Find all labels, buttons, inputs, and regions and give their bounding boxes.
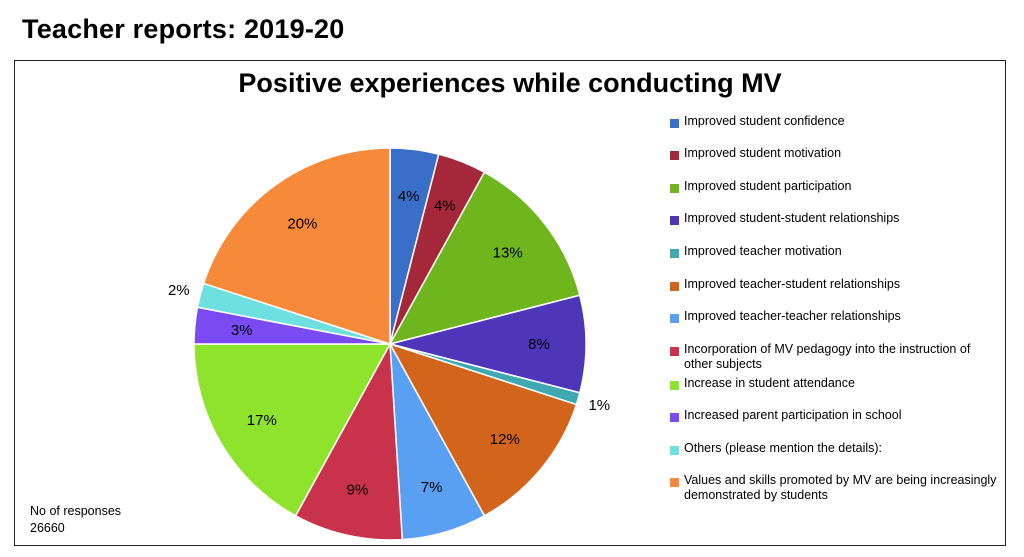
legend-swatch [670, 413, 679, 422]
legend-item-11: Others (please mention the details): [670, 441, 1002, 456]
legend-swatch [670, 314, 679, 323]
chart-title: Positive experiences while conducting MV [238, 68, 782, 98]
legend-swatch [670, 184, 679, 193]
responses-label: No of responses [30, 504, 122, 518]
legend-label: Values and skills promoted by MV are bei… [684, 473, 997, 502]
legend-item-2: Improved student motivation [670, 146, 1002, 161]
legend-item-6: Improved teacher-student relationships [670, 277, 1002, 292]
pie-data-label-2: 4% [434, 198, 456, 215]
legend-label: Improved teacher-teacher relationships [684, 309, 901, 323]
legend-item-5: Improved teacher motivation [670, 244, 1002, 259]
legend-item-4: Improved student-student relationships [670, 211, 1002, 226]
pie-data-label-8: 9% [347, 481, 369, 498]
responses-count: 26660 [30, 521, 65, 535]
pie-data-label-4: 8% [528, 336, 550, 353]
pie-slice-4 [389, 294, 587, 394]
pie-data-label-10: 3% [231, 322, 253, 339]
legend-swatch [670, 216, 679, 225]
legend-swatch [670, 478, 679, 487]
pie-data-label-12: 20% [287, 216, 317, 233]
legend-label: Improved student participation [684, 179, 852, 193]
pie-data-label-6: 12% [490, 431, 520, 448]
legend-swatch [670, 282, 679, 291]
legend-swatch [670, 446, 679, 455]
pie-data-label-3: 13% [493, 245, 523, 262]
legend-label: Improved student motivation [684, 146, 842, 160]
legend-swatch [670, 381, 679, 390]
page-title: Teacher reports: 2019-20 [22, 14, 345, 44]
legend-swatch [670, 347, 679, 356]
legend-label: Others (please mention the details): [684, 441, 883, 455]
legend-label: Improved teacher motivation [684, 244, 842, 258]
legend-swatch [670, 151, 679, 160]
legend-item-12: Values and skills promoted by MV are bei… [670, 473, 1002, 503]
legend-label: Incorporation of MV pedagogy into the in… [684, 342, 971, 371]
pie-data-label-11: 2% [168, 282, 190, 299]
pie-slice-3 [388, 171, 581, 346]
legend-swatch [670, 119, 679, 128]
legend-swatch [670, 249, 679, 258]
responses-note: No of responses 26660 [30, 503, 121, 537]
legend-item-8: Incorporation of MV pedagogy into the in… [670, 342, 1002, 372]
legend-label: Increase in student attendance [684, 376, 855, 390]
chart-frame [14, 60, 1006, 546]
legend-item-9: Increase in student attendance [670, 376, 1002, 391]
pie-data-label-1: 4% [398, 188, 420, 205]
legend-label: Increased parent participation in school [684, 408, 902, 422]
pie-data-label-5: 1% [588, 397, 610, 414]
legend-label: Improved student confidence [684, 114, 845, 128]
legend-item-1: Improved student confidence [670, 114, 1002, 129]
pie-data-label-7: 7% [421, 479, 443, 496]
legend-item-3: Improved student participation [670, 179, 1002, 194]
pie-slice-12 [202, 147, 391, 346]
pie-slice-9 [193, 343, 392, 517]
pie-data-label-9: 17% [247, 412, 277, 429]
pie-slice-6 [388, 342, 578, 517]
legend-item-7: Improved teacher-teacher relationships [670, 309, 1002, 324]
legend-label: Improved teacher-student relationships [684, 277, 901, 291]
legend-label: Improved student-student relationships [684, 211, 900, 225]
legend-item-10: Increased parent participation in school [670, 408, 1002, 423]
pie-slice-8 [294, 341, 404, 541]
